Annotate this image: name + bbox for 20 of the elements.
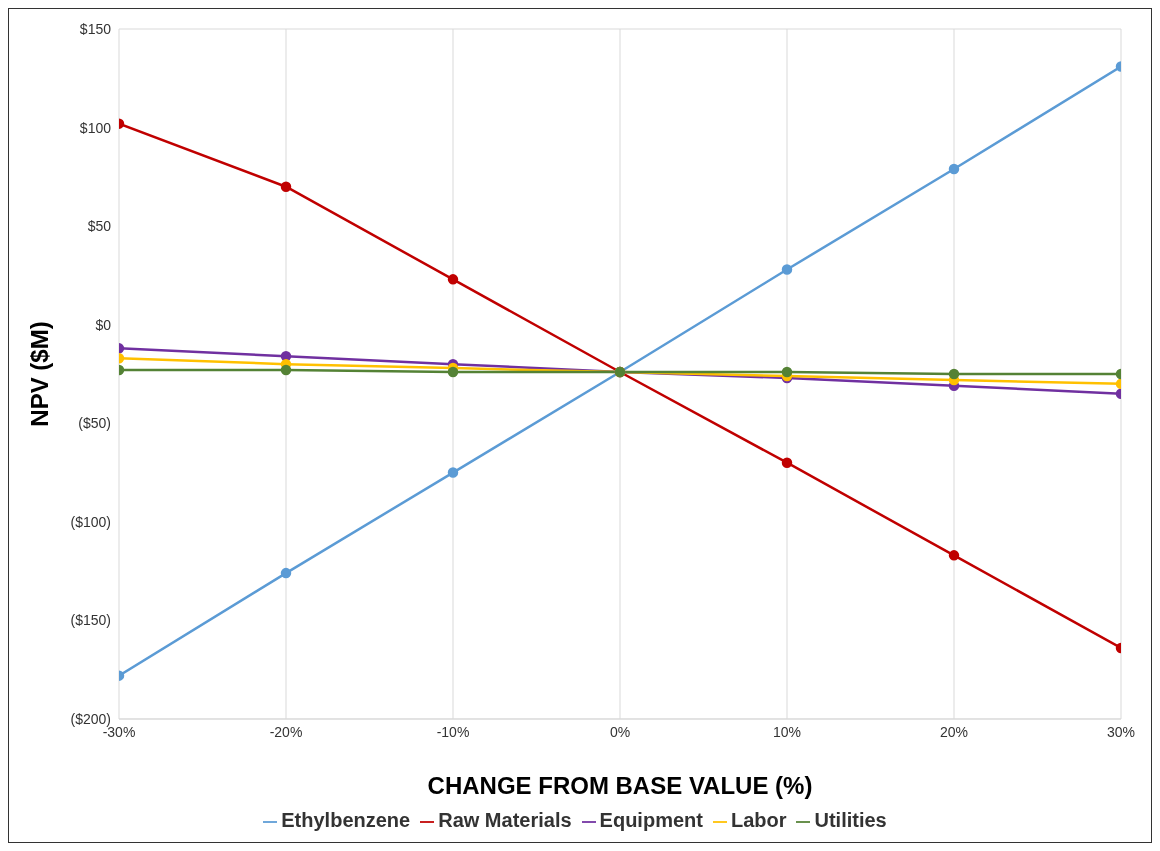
legend-label: Utilities [814, 809, 887, 831]
legend-label: Raw Materials [438, 809, 572, 831]
y-tick-label: $0 [95, 316, 112, 333]
legend-label: Equipment [599, 809, 703, 831]
x-axis-title: CHANGE FROM BASE VALUE (%) [427, 772, 813, 799]
legend-label: Labor [730, 809, 787, 831]
x-tick-label: 10% [772, 723, 802, 740]
y-axis-title: NPV ($M) [25, 321, 53, 427]
x-tick-label: 30% [1106, 723, 1136, 740]
legend-label: Ethylbenzene [281, 809, 411, 831]
y-tick-label: $150 [79, 20, 112, 37]
y-tick-label: ($50) [78, 415, 111, 432]
x-tick-label: 0% [609, 723, 631, 740]
x-tick-label: -10% [436, 723, 470, 740]
x-tick-label: -20% [269, 723, 303, 740]
y-tick-label: $100 [79, 119, 112, 136]
y-tick-label: ($150) [70, 612, 111, 629]
x-tick-label: 20% [939, 723, 969, 740]
y-tick-label: ($100) [70, 513, 111, 530]
y-tick-label: $50 [87, 218, 112, 235]
